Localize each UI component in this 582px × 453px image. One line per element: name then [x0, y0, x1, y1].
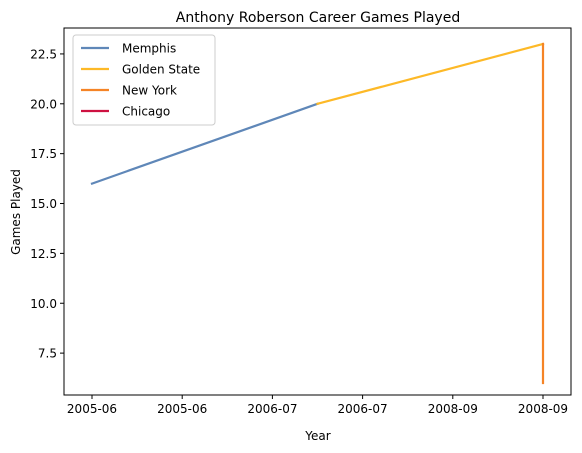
- y-tick-label: 20.0: [30, 97, 57, 111]
- x-tick-label: 2006-07: [247, 402, 297, 416]
- y-axis: 7.5 10.0 12.5 15.0 17.5 20.0 22.5: [30, 47, 64, 361]
- legend-label-chicago: Chicago: [122, 105, 170, 119]
- x-tick-label: 2008-09: [518, 402, 568, 416]
- x-axis: 2005-06 2005-06 2006-07 2006-07 2008-09 2008-…: [67, 395, 568, 416]
- legend-box: [72, 34, 216, 126]
- legend-label-memphis: Memphis: [122, 42, 176, 56]
- x-tick-label: 2005-06: [67, 402, 117, 416]
- legend: Memphis Golden State New York Chicago: [72, 34, 216, 126]
- legend-items: Memphis Golden State New York Chicago: [81, 42, 200, 119]
- y-tick-label: 7.5: [38, 347, 57, 361]
- plot-frame: [63, 27, 572, 396]
- series-line-golden-state: [316, 42, 545, 106]
- x-tick-label: 2005-06: [157, 402, 207, 416]
- y-tick-label: 12.5: [30, 247, 57, 261]
- chart-title: Anthony Roberson Career Games Played: [176, 10, 460, 26]
- series-line-memphis: [90, 102, 319, 186]
- x-tick-label: 2008-09: [428, 402, 478, 416]
- legend-label-new-york: New York: [122, 84, 177, 98]
- x-tick-label: 2006-07: [338, 402, 388, 416]
- y-tick-label: 17.5: [30, 147, 57, 161]
- y-tick-label: 22.5: [30, 47, 57, 61]
- series-layer: [90, 42, 545, 385]
- y-tick-label: 10.0: [30, 297, 57, 311]
- y-axis-label: Games Played: [9, 169, 23, 255]
- legend-label-golden-state: Golden State: [122, 63, 200, 77]
- x-axis-label: Year: [304, 429, 330, 443]
- y-tick-label: 15.0: [30, 197, 57, 211]
